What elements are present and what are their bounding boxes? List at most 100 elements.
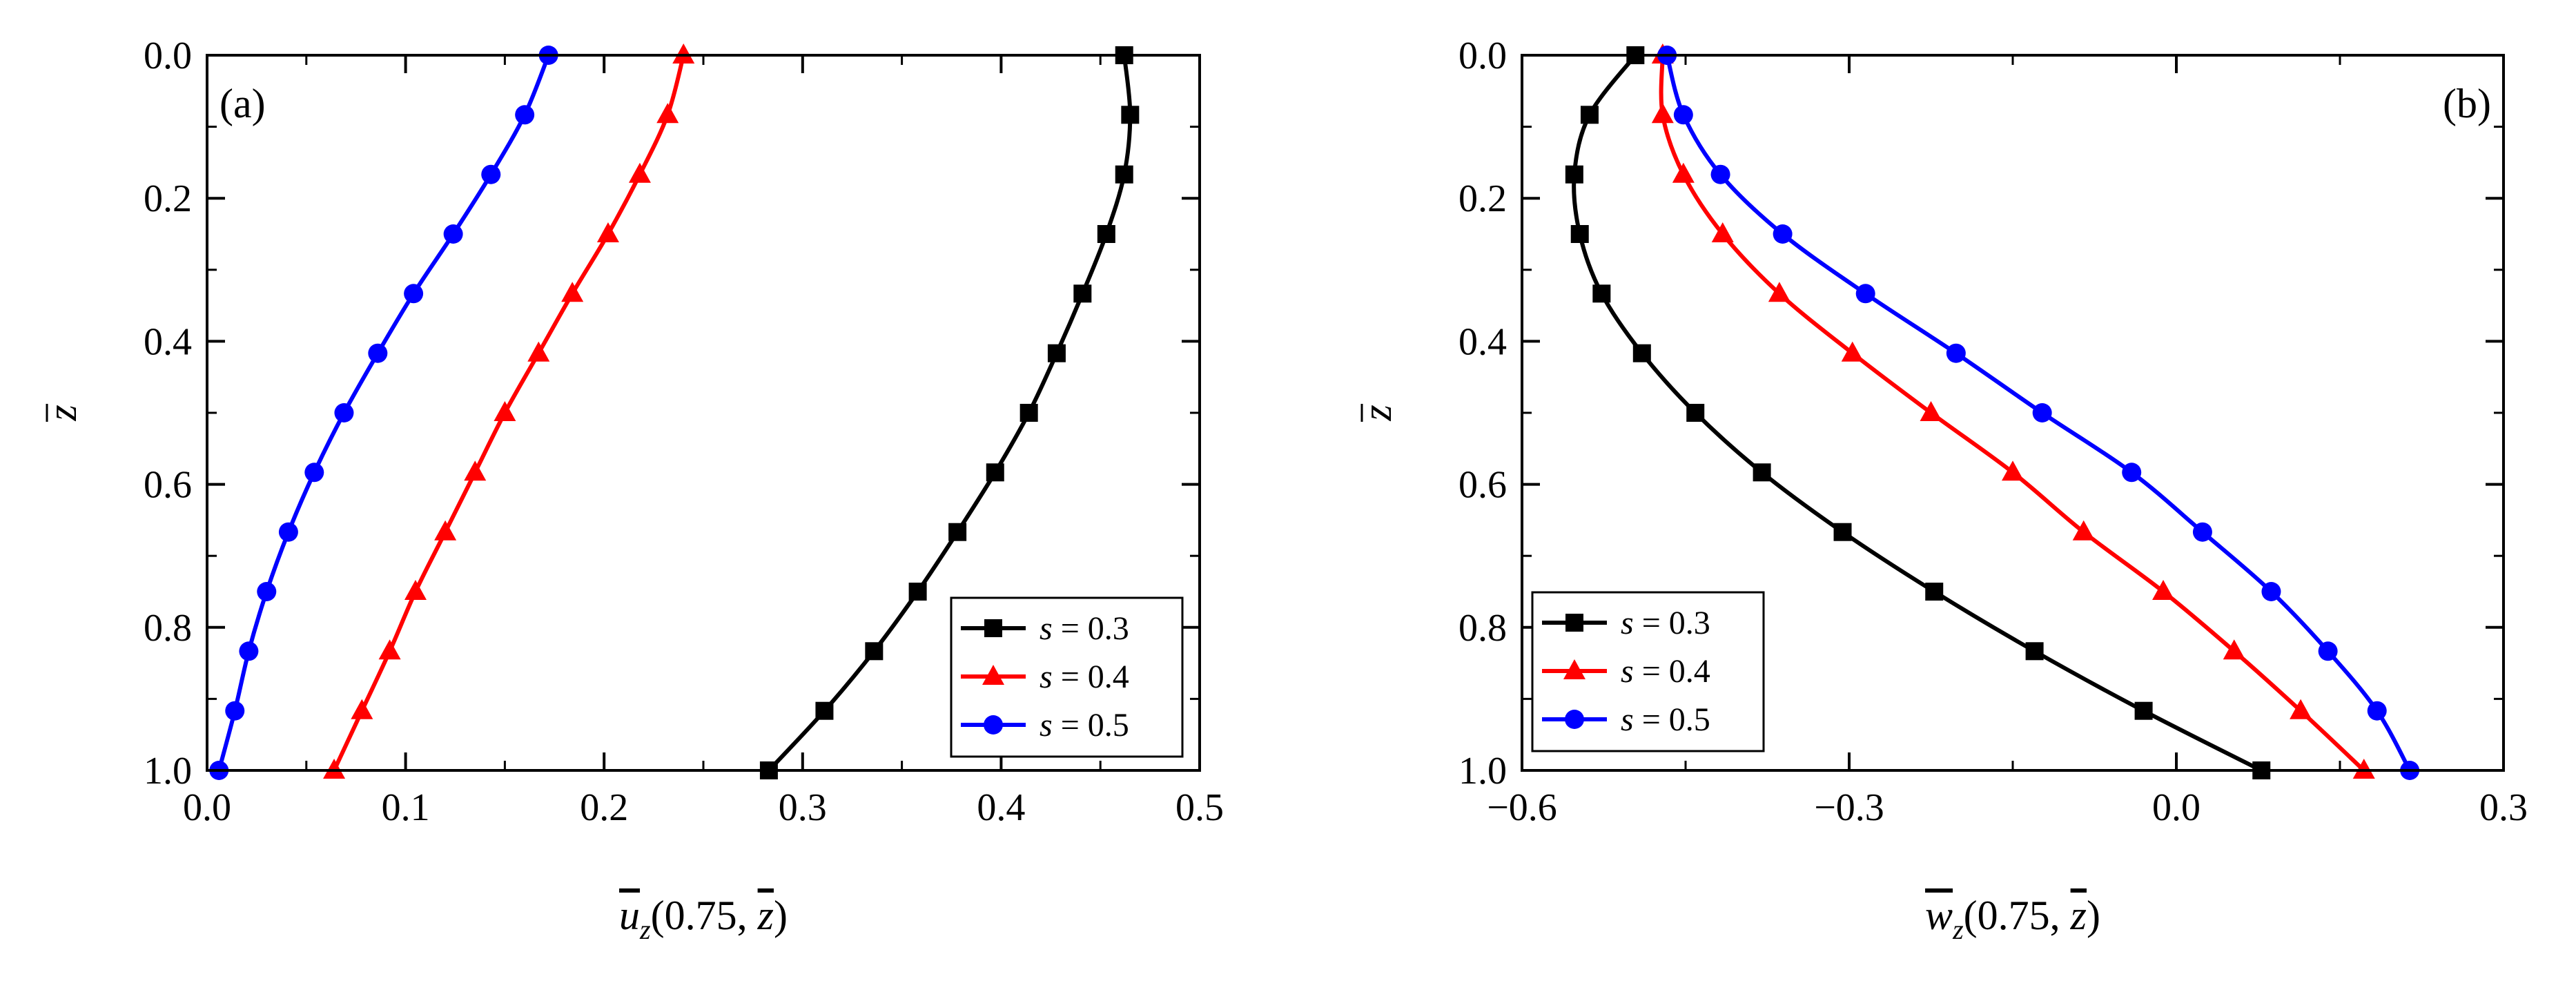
data-point-square	[1565, 165, 1583, 184]
data-point-square	[1570, 225, 1589, 243]
x-axis-title-sub: z	[1952, 914, 1964, 945]
legend-label: s = 0.3	[1621, 605, 1710, 641]
data-point-circle	[1946, 343, 1966, 363]
x-axis-title-sub: z	[639, 914, 651, 945]
panel-label: (a)	[219, 81, 266, 126]
data-point-circle	[2318, 641, 2338, 661]
legend-label-value: = 0.4	[1634, 653, 1710, 690]
legend-label-var: s	[1621, 653, 1634, 690]
data-point-triangle	[656, 103, 679, 124]
legend-label-value: = 0.5	[1053, 707, 1129, 743]
legend-marker-triangle	[982, 665, 1004, 685]
x-tick-label: 0.2	[580, 786, 628, 829]
x-tick-label: −0.6	[1487, 786, 1557, 829]
data-point-square	[865, 642, 884, 661]
data-point-square	[1097, 225, 1115, 243]
x-tick-label: 0.0	[2152, 786, 2201, 829]
data-point-circle	[443, 224, 463, 244]
data-point-triangle	[527, 341, 550, 362]
x-axis-title-close: )	[774, 893, 788, 938]
data-point-circle	[2032, 403, 2052, 422]
legend-marker-circle	[1565, 710, 1584, 729]
x-axis-title-args: (0.75,	[651, 893, 758, 938]
data-point-square	[1925, 583, 1944, 601]
data-point-triangle	[1841, 341, 1864, 362]
y-tick-label: 0.0	[144, 35, 192, 77]
data-point-circle	[239, 641, 259, 661]
data-point-triangle	[1768, 282, 1790, 302]
data-point-square	[1121, 106, 1140, 124]
y-tick-label: 0.6	[1458, 464, 1507, 507]
panel-b: −0.6 −0.3 0.0 0.30.00.20.40.60.81.0(b)zwz(0…	[1354, 35, 2528, 945]
data-point-circle	[1710, 164, 1730, 184]
panel-a: 0.0 0.1 0.2 0.3 0.4 0.5 0.0 0.2 0.4 0.6 0.8 1.0 (a) z…	[39, 35, 1224, 945]
data-point-circle	[334, 403, 354, 422]
data-point-circle	[1855, 284, 1875, 304]
y-tick-label: 0.2	[144, 177, 192, 220]
data-point-triangle	[1711, 222, 1734, 242]
x-axis-title-base: w	[1925, 893, 1953, 938]
y-axis-title: z	[1354, 404, 1400, 422]
x-tick-label: 0.1	[382, 786, 430, 829]
series-line-square	[1572, 54, 2263, 772]
data-point-triangle	[672, 43, 695, 64]
legend-label-var: s	[1621, 605, 1634, 641]
data-point-square	[815, 701, 834, 720]
x-tick-label: 0.0	[183, 786, 231, 829]
data-point-square	[2134, 701, 2153, 720]
legend-label-value: = 0.5	[1634, 701, 1710, 738]
y-tick-label: 1.0	[1458, 750, 1507, 792]
legend-label-var: s	[1040, 610, 1053, 647]
data-point-circle	[304, 463, 324, 483]
legend-label-value: = 0.3	[1634, 605, 1710, 641]
data-point-square	[986, 463, 1004, 482]
x-axis-title-close: )	[2087, 893, 2100, 938]
data-point-triangle	[2002, 460, 2024, 481]
y-tick-label: 0.8	[1458, 607, 1507, 650]
legend-marker-triangle	[1563, 659, 1585, 679]
data-point-square	[2025, 642, 2044, 661]
legend-label: s = 0.4	[1621, 653, 1710, 690]
legend-label-value: = 0.3	[1053, 610, 1129, 647]
x-tick-label: 0.3	[779, 786, 827, 829]
legend-label-var: s	[1040, 707, 1053, 743]
y-tick-label: 0.8	[144, 607, 192, 650]
data-point-circle	[278, 522, 298, 542]
data-point-triangle	[378, 639, 401, 660]
data-point-triangle	[1672, 162, 1695, 183]
x-tick-label: 0.3	[2479, 786, 2528, 829]
x-tick-label: −0.3	[1814, 786, 1884, 829]
data-point-triangle	[494, 401, 516, 421]
data-point-circle	[2367, 701, 2387, 721]
data-point-triangle	[2072, 520, 2095, 541]
data-point-circle	[368, 343, 388, 363]
data-point-square	[1592, 284, 1611, 303]
legend: s = 0.3s = 0.4s = 0.5	[1531, 591, 1765, 752]
x-axis-title-arg2: z	[2070, 893, 2087, 938]
data-point-triangle	[2152, 580, 2175, 600]
x-axis-title-args: (0.75,	[1964, 893, 2071, 938]
data-point-triangle	[561, 282, 584, 302]
data-point-circle	[2192, 522, 2212, 542]
data-point-circle	[225, 701, 245, 721]
data-point-square	[1047, 344, 1066, 362]
data-point-circle	[515, 105, 535, 125]
data-point-square	[908, 583, 927, 601]
data-point-circle	[1673, 105, 1693, 125]
data-point-circle	[257, 582, 277, 601]
x-tick-label: 0.5	[1175, 786, 1224, 829]
legend-marker-square	[984, 619, 1002, 637]
data-point-square	[1580, 106, 1599, 124]
data-point-circle	[2261, 582, 2281, 601]
legend-label: s = 0.5	[1621, 701, 1710, 738]
x-axis-title: uz(0.75, z)	[619, 893, 788, 945]
data-point-triangle	[434, 520, 457, 541]
data-point-circle	[1773, 224, 1793, 244]
legend-label-var: s	[1040, 659, 1053, 695]
data-point-triangle	[2290, 699, 2312, 719]
y-tick-label: 0.0	[1458, 35, 1507, 77]
series-group	[209, 43, 1140, 780]
data-point-square	[1833, 523, 1852, 541]
data-point-square	[1632, 344, 1651, 362]
y-tick-label: 0.4	[144, 320, 192, 363]
